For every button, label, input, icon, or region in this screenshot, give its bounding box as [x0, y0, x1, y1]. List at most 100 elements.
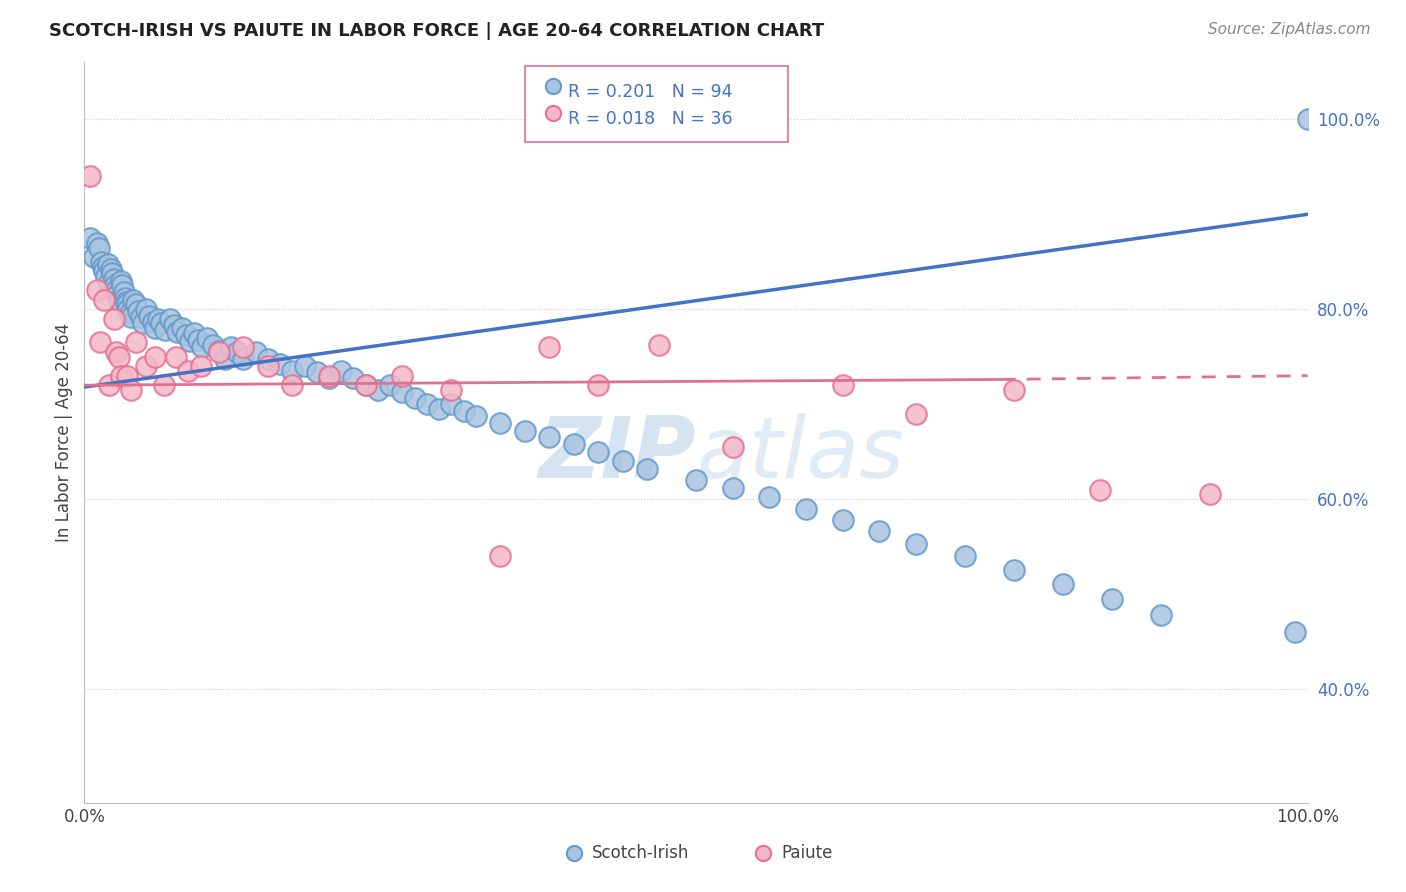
Point	[187, 333, 209, 347]
Point	[90, 254, 112, 268]
Point	[83, 250, 105, 264]
Point	[112, 285, 135, 300]
Point	[103, 272, 125, 286]
Point	[172, 321, 194, 335]
Point	[330, 364, 353, 378]
Text: ZIP: ZIP	[538, 413, 696, 496]
Point	[1088, 483, 1111, 497]
Point	[440, 383, 463, 397]
Point	[150, 317, 173, 331]
Point	[103, 311, 125, 326]
Point	[153, 378, 176, 392]
Point	[117, 302, 139, 317]
Point	[153, 323, 176, 337]
Point	[294, 359, 316, 374]
Point	[122, 293, 145, 307]
Point	[281, 364, 304, 378]
Text: atlas: atlas	[696, 413, 904, 496]
Point	[110, 368, 132, 383]
Point	[1002, 383, 1025, 397]
Point	[97, 378, 120, 392]
Point	[367, 383, 389, 397]
Point	[104, 277, 127, 292]
Point	[648, 338, 671, 352]
Point	[125, 297, 148, 311]
Point	[100, 262, 122, 277]
Point	[416, 397, 439, 411]
Point	[115, 368, 138, 383]
Point	[636, 461, 658, 475]
Point	[721, 481, 744, 495]
Point	[232, 351, 254, 366]
Point	[685, 473, 707, 487]
Point	[191, 340, 214, 354]
Point	[257, 351, 280, 366]
Point	[453, 404, 475, 418]
Point	[464, 409, 486, 424]
Point	[905, 536, 928, 550]
Point	[93, 293, 115, 307]
Point	[305, 365, 328, 379]
Text: Scotch-Irish: Scotch-Irish	[592, 844, 689, 863]
Point	[208, 343, 231, 358]
Point	[96, 268, 118, 283]
Point	[183, 326, 205, 340]
Text: Paiute: Paiute	[782, 844, 832, 863]
Point	[354, 378, 377, 392]
Point	[538, 430, 561, 444]
Point	[1101, 591, 1123, 606]
Point	[142, 315, 165, 329]
Point	[138, 309, 160, 323]
Point	[79, 169, 101, 184]
Point	[281, 378, 304, 392]
Point	[1284, 624, 1306, 639]
Point	[257, 359, 280, 374]
Point	[179, 334, 201, 349]
Point	[1002, 563, 1025, 577]
Point	[404, 392, 426, 406]
Point	[214, 351, 236, 366]
Point	[177, 364, 200, 378]
Point	[87, 240, 110, 255]
Point	[166, 325, 188, 339]
Point	[111, 278, 134, 293]
Point	[97, 257, 120, 271]
Point	[143, 350, 166, 364]
Point	[226, 345, 249, 359]
Point	[380, 378, 402, 392]
Point	[174, 327, 197, 342]
FancyBboxPatch shape	[524, 66, 787, 142]
Point	[146, 311, 169, 326]
Point	[831, 513, 853, 527]
Point	[107, 350, 129, 364]
Point	[135, 302, 157, 317]
Point	[163, 318, 186, 333]
Point	[97, 276, 120, 290]
Point	[165, 350, 187, 364]
Point	[586, 444, 609, 458]
Point	[115, 297, 138, 311]
Point	[105, 283, 128, 297]
Point	[127, 304, 149, 318]
Point	[125, 335, 148, 350]
Point	[132, 316, 155, 330]
Point	[391, 368, 413, 383]
Point	[105, 288, 128, 302]
Point	[86, 235, 108, 250]
Point	[354, 378, 377, 392]
Point	[538, 340, 561, 354]
Point	[120, 310, 142, 324]
Point	[1150, 607, 1173, 622]
Point	[794, 501, 817, 516]
Text: R = 0.201   N = 94: R = 0.201 N = 94	[568, 83, 733, 101]
Point	[129, 310, 152, 324]
Point	[342, 370, 364, 384]
Text: R = 0.018   N = 36: R = 0.018 N = 36	[568, 110, 733, 128]
Y-axis label: In Labor Force | Age 20-64: In Labor Force | Age 20-64	[55, 323, 73, 542]
Point	[79, 231, 101, 245]
Point	[318, 368, 340, 383]
Text: Source: ZipAtlas.com: Source: ZipAtlas.com	[1208, 22, 1371, 37]
Point	[159, 311, 181, 326]
Point	[219, 340, 242, 354]
Point	[541, 177, 564, 191]
